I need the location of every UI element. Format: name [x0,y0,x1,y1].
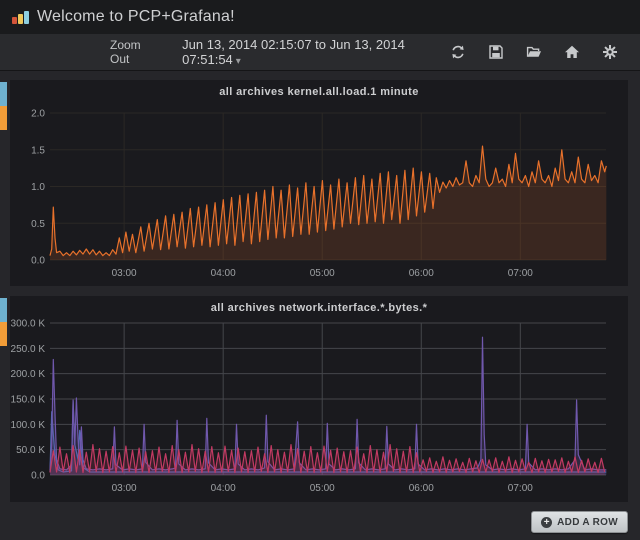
refresh-icon[interactable] [450,44,466,60]
svg-text:200.0 K: 200.0 K [11,369,46,380]
navbar: Zoom Out Jun 13, 2014 02:15:07 to Jun 13… [0,34,640,71]
dashboard-content: all archives kernel.all.load.1 minute 2.… [0,71,640,540]
add-row-label: ADD A ROW [557,516,618,528]
row-tab-cyan [0,298,7,322]
add-row-button[interactable]: + ADD A ROW [531,511,628,533]
row-tab-cyan [0,82,7,106]
svg-text:50.0 K: 50.0 K [16,445,45,456]
dashboard-title: Welcome to PCP+Grafana! [37,8,235,25]
zoom-out-button[interactable]: Zoom Out [110,38,141,66]
svg-text:100.0 K: 100.0 K [11,420,46,431]
network-chart[interactable]: 300.0 K 250.0 K 200.0 K 150.0 K 100.0 K 50.0 … [10,318,628,498]
logo-bar-orange [12,16,17,24]
svg-text:0.0: 0.0 [31,256,45,267]
svg-text:2.0: 2.0 [31,109,45,120]
open-folder-icon[interactable] [526,44,542,60]
row-collapse-tab-1[interactable] [0,82,7,130]
svg-text:150.0 K: 150.0 K [11,395,46,406]
svg-text:06:00: 06:00 [409,483,434,494]
panel-kernel-load: all archives kernel.all.load.1 minute 2.… [10,80,628,286]
gear-icon[interactable] [602,44,618,60]
svg-text:07:00: 07:00 [508,268,533,279]
svg-text:05:00: 05:00 [310,268,335,279]
home-icon[interactable] [564,44,580,60]
app-header: Welcome to PCP+Grafana! [0,0,640,34]
logo-bar-cyan [24,10,29,24]
svg-text:05:00: 05:00 [310,483,335,494]
svg-text:0.5: 0.5 [31,219,45,230]
logo-bar-yellow [18,13,23,24]
plus-circle-icon: + [541,516,553,528]
navbar-icon-group [450,44,618,60]
svg-text:03:00: 03:00 [112,268,137,279]
svg-text:1.5: 1.5 [31,145,45,156]
row-tab-orange [0,322,7,346]
svg-text:07:00: 07:00 [508,483,533,494]
svg-text:06:00: 06:00 [409,268,434,279]
time-range-picker[interactable]: Jun 13, 2014 02:15:07 to Jun 13, 2014 07… [182,37,450,67]
panel-title-network-bytes[interactable]: all archives network.interface.*.bytes.* [210,302,428,314]
time-range-text: Jun 13, 2014 02:15:07 to Jun 13, 2014 07… [182,37,405,67]
chevron-down-icon: ▾ [235,56,241,67]
grafana-logo-icon [12,10,29,24]
panel-network-bytes: all archives network.interface.*.bytes.*… [10,296,628,502]
svg-text:03:00: 03:00 [112,483,137,494]
svg-text:250.0 K: 250.0 K [11,344,46,355]
load-chart[interactable]: 2.0 1.5 1.0 0.5 0.0 03:00 04:00 05:00 06:00 07:00 [10,102,628,282]
save-icon[interactable] [488,44,504,60]
svg-text:1.0: 1.0 [31,182,45,193]
svg-text:04:00: 04:00 [211,268,236,279]
row-collapse-tab-2[interactable] [0,298,7,346]
svg-text:300.0 K: 300.0 K [11,319,46,330]
row-tab-orange [0,106,7,130]
svg-text:04:00: 04:00 [211,483,236,494]
svg-text:0.0: 0.0 [31,471,45,482]
panel-title-kernel-load[interactable]: all archives kernel.all.load.1 minute [219,86,419,98]
